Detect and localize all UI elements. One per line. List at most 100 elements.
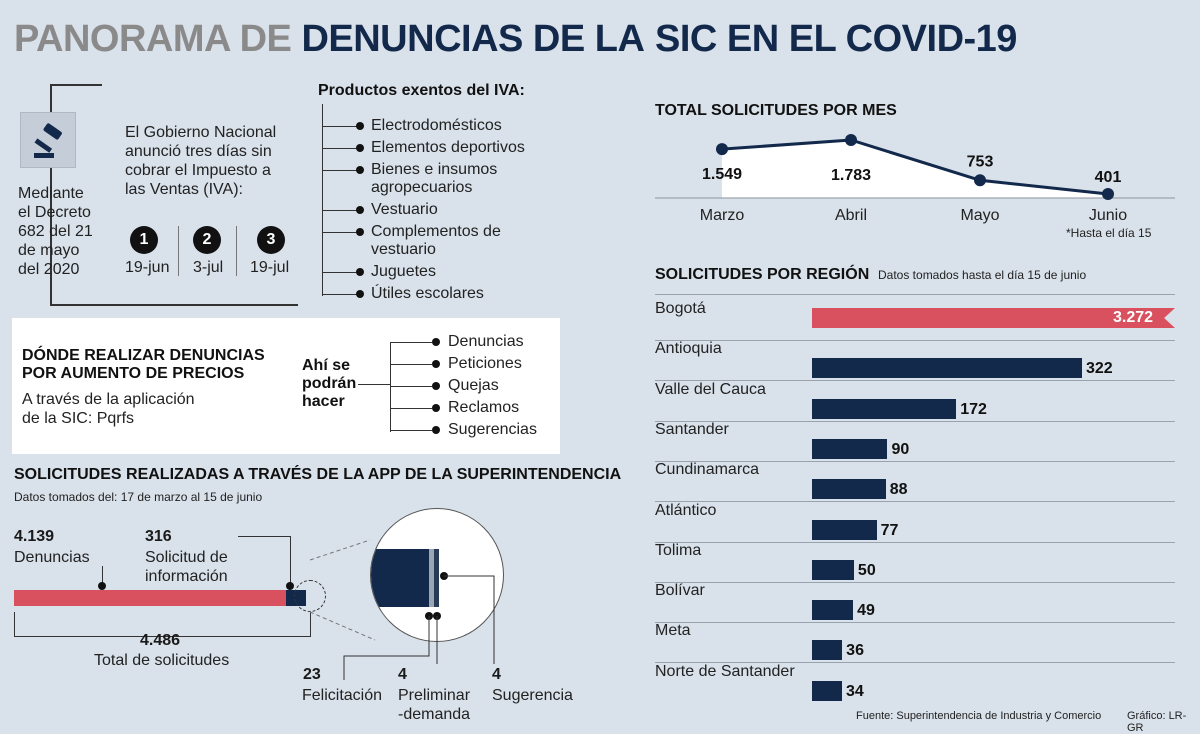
total-bracket-r bbox=[310, 612, 311, 637]
iva-branch bbox=[322, 126, 358, 127]
iva-item: Vestuario bbox=[371, 201, 438, 218]
region-divider bbox=[655, 380, 1175, 382]
where-sub: A través de la aplicación de la SIC: Pqr… bbox=[22, 391, 195, 427]
where-branch bbox=[390, 408, 432, 409]
region-bar bbox=[812, 640, 843, 661]
denuncias-value: 4.139 bbox=[14, 528, 55, 545]
region-label: Cundinamarca bbox=[655, 461, 760, 479]
bracket-decree bbox=[50, 84, 52, 306]
app-heading: SOLICITUDES REALIZADAS A TRAVÉS DE LA AP… bbox=[14, 466, 622, 483]
bracket-top bbox=[50, 84, 102, 86]
iva-item: Elementos deportivos bbox=[371, 139, 525, 156]
where-box bbox=[12, 318, 560, 454]
bullet-dot bbox=[356, 144, 364, 152]
region-value: 322 bbox=[1086, 360, 1113, 378]
region-divider bbox=[655, 340, 1175, 341]
where-branch bbox=[390, 386, 432, 387]
region-value: 3.272 bbox=[1113, 309, 1154, 326]
bullet-dot bbox=[356, 268, 364, 276]
region-row: Santander 90 bbox=[655, 417, 1175, 462]
total-bracket-l bbox=[14, 612, 15, 637]
iva-branch bbox=[322, 148, 358, 149]
region-chart-title: SOLICITUDES POR REGIÓN bbox=[655, 266, 870, 283]
bullet-dot bbox=[356, 166, 364, 174]
region-label: Santander bbox=[655, 420, 729, 438]
where-branch bbox=[390, 430, 432, 431]
day-date-1: 19-jun bbox=[125, 259, 170, 276]
iva-item: Juguetes bbox=[371, 263, 436, 280]
line-point bbox=[974, 174, 986, 187]
region-row: Atlántico 77 bbox=[655, 498, 1175, 543]
region-bar bbox=[812, 308, 1175, 328]
region-divider bbox=[655, 622, 1175, 624]
region-divider bbox=[655, 501, 1175, 503]
region-value: 34 bbox=[846, 682, 864, 700]
region-divider bbox=[655, 420, 1175, 422]
line-point bbox=[1102, 188, 1114, 201]
pre-label: Preliminar -demanda bbox=[398, 687, 471, 723]
region-top-line bbox=[655, 294, 1175, 295]
where-heading: DÓNDE REALIZAR DENUNCIAS POR AUMENTO DE … bbox=[22, 347, 265, 382]
region-bar bbox=[812, 680, 842, 701]
fel-label: Felicitación bbox=[302, 687, 383, 704]
iva-item: Electrodomésticos bbox=[371, 117, 502, 134]
region-bar bbox=[812, 398, 957, 419]
region-row: Valle del Cauca 172 bbox=[655, 377, 1175, 422]
region-row: Bogotá 3.272 bbox=[655, 296, 1175, 341]
bullet-dot bbox=[356, 206, 364, 214]
zoom-circle-small bbox=[294, 580, 326, 612]
info-pointer-h bbox=[238, 536, 290, 537]
day-number-1: 1 bbox=[130, 226, 158, 254]
denuncias-label: Denuncias bbox=[14, 549, 90, 566]
sug-value: 4 bbox=[492, 666, 501, 683]
where-item: Reclamos bbox=[448, 399, 520, 416]
region-bar bbox=[812, 358, 1082, 379]
iva-item: agropecuarios bbox=[371, 179, 473, 196]
where-connector bbox=[358, 384, 390, 385]
announcement-text: El Gobierno Nacional anunció tres días s… bbox=[125, 124, 277, 198]
region-value: 49 bbox=[857, 602, 875, 620]
decree-text: Mediante el Decreto 682 del 21 de mayo d… bbox=[18, 185, 93, 278]
bullet-dot bbox=[432, 382, 440, 390]
iva-branch bbox=[322, 232, 358, 233]
iva-branch bbox=[322, 272, 358, 273]
denuncias-pointer bbox=[102, 566, 103, 588]
where-item: Denuncias bbox=[448, 333, 524, 350]
region-divider bbox=[655, 541, 1175, 543]
line-point bbox=[716, 143, 728, 156]
info-label: Solicitud de información bbox=[145, 549, 228, 585]
fel-value: 23 bbox=[303, 666, 321, 683]
where-branch bbox=[390, 342, 432, 343]
line-category-label: Marzo bbox=[700, 207, 745, 224]
region-row: Bolívar 49 bbox=[655, 578, 1175, 624]
line-chart-title: TOTAL SOLICITUDES POR MES bbox=[655, 102, 897, 119]
region-bar bbox=[812, 559, 854, 580]
where-item: Peticiones bbox=[448, 355, 522, 372]
iva-branch bbox=[322, 294, 358, 295]
where-item: Sugerencias bbox=[448, 421, 537, 438]
bullet-dot bbox=[432, 338, 440, 346]
bracket-bottom bbox=[50, 304, 298, 306]
region-bar bbox=[812, 438, 888, 459]
iva-item: Bienes e insumos bbox=[371, 161, 498, 178]
line-category-label: Abril bbox=[835, 207, 867, 224]
region-label: Antioquia bbox=[655, 340, 722, 358]
region-label: Norte de Santander bbox=[655, 662, 795, 680]
region-label: Bolívar bbox=[655, 582, 705, 600]
gavel-icon bbox=[20, 112, 76, 168]
line-data-label: 401 bbox=[1095, 169, 1122, 186]
day-date-2: 3-jul bbox=[193, 259, 224, 276]
footer-source: Fuente: Superintendencia de Industria y … bbox=[856, 710, 1102, 722]
total-bracket-b bbox=[14, 636, 310, 637]
where-item: Quejas bbox=[448, 377, 499, 394]
pre-value: 4 bbox=[398, 666, 407, 683]
app-sub: Datos tomados del: 17 de marzo al 15 de … bbox=[14, 490, 263, 504]
bullet-dot bbox=[432, 404, 440, 412]
line-data-label: 753 bbox=[967, 153, 994, 170]
iva-item: Útiles escolares bbox=[371, 285, 484, 302]
region-row: Antioquia 322 bbox=[655, 336, 1175, 382]
where-label: Ahí se podrán hacer bbox=[302, 357, 357, 410]
page-title-cont: SIC EN EL COVID-19 bbox=[655, 18, 1017, 60]
region-row: Norte de Santander 34 bbox=[655, 659, 1175, 701]
